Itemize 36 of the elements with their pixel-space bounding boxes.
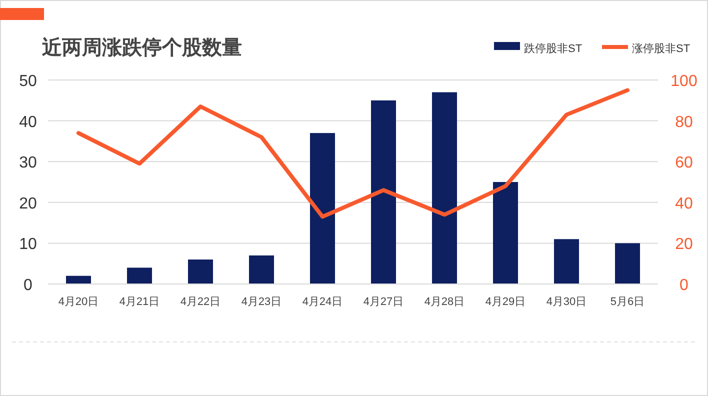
x-tick-label: 4月28日 [424,296,465,308]
bar [66,276,91,284]
y-tick-label: 20 [19,195,37,212]
x-tick-label: 4月29日 [485,296,526,308]
bar [432,92,457,284]
chart-title: 近两周涨跌停个股数量 [41,36,242,59]
bar [188,260,213,284]
y2-tick-label: 60 [675,154,693,172]
bar [554,239,579,284]
legend-label: 跌停股非ST [524,42,582,55]
bar [493,182,518,284]
bar [371,100,396,284]
y2-tick-label: 80 [675,114,693,131]
y2-tick-label: 20 [675,236,693,254]
y2-tick-label: 40 [675,195,693,212]
line-series [76,88,630,219]
bar [249,255,274,284]
x-tick-label: 4月24日 [302,296,343,308]
x-tick-label: 5月6日 [610,296,645,308]
y-tick-label: 0 [24,277,33,294]
x-tick-label: 4月27日 [363,296,404,308]
y2-tick-label: 100 [670,73,698,90]
x-tick-label: 4月21日 [119,296,160,308]
x-tick-label: 4月20日 [58,296,99,308]
bar [127,268,152,284]
y-tick-label: 50 [19,73,37,90]
legend-label: 涨停股非ST [632,42,690,55]
y-tick-label: 10 [19,236,37,254]
x-tick-label: 4月23日 [241,296,282,308]
bar [615,243,640,284]
x-tick-label: 4月22日 [180,296,221,308]
x-tick-label: 4月30日 [546,296,587,308]
y-tick-label: 40 [19,114,37,131]
y-tick-label: 30 [19,154,37,172]
y2-tick-label: 0 [680,277,689,294]
bar [310,133,335,284]
